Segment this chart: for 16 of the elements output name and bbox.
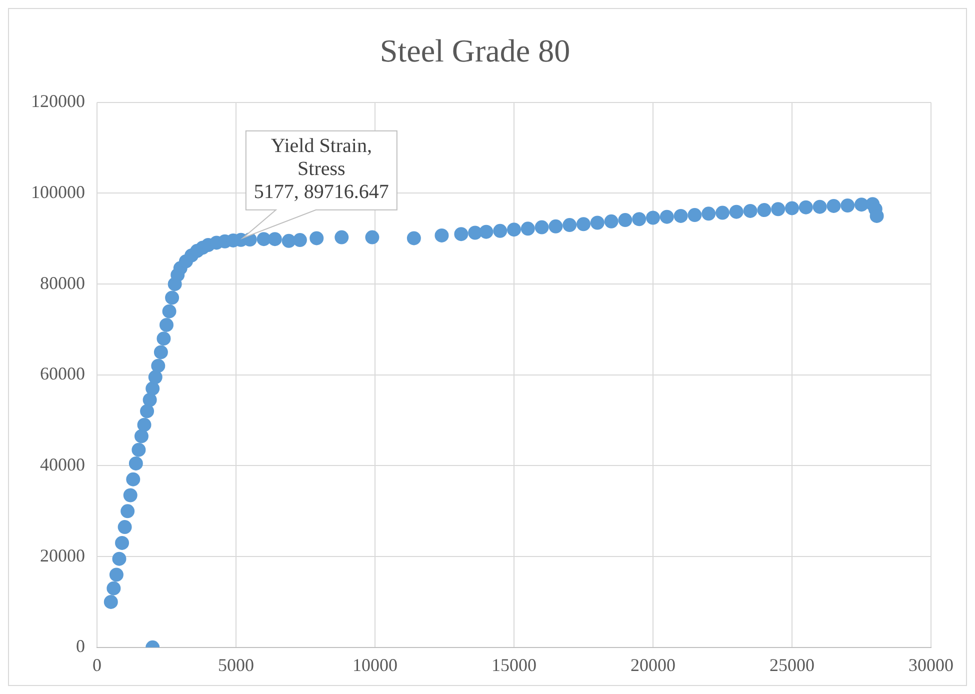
x-tick-label: 5000 (218, 654, 254, 675)
y-tick-label: 20000 (40, 545, 85, 566)
x-tick-label: 0 (92, 654, 102, 675)
x-tick-label: 15000 (492, 654, 536, 675)
y-tick-label: 0 (76, 636, 85, 656)
y-tick-label: 100000 (31, 182, 85, 202)
annotation: Yield Strain, Stress 5177, 89716.647 (254, 135, 389, 204)
x-tick-label: 30000 (908, 654, 954, 675)
y-tick-label: 60000 (40, 364, 85, 384)
x-tick-label: 10000 (352, 654, 398, 675)
x-tick-label: 20000 (630, 654, 676, 675)
y-tick-label: 80000 (40, 272, 85, 293)
chart-title: Steel Grade 80 (380, 32, 570, 69)
y-tick-label: 40000 (40, 454, 85, 474)
y-tick-label: 120000 (31, 91, 85, 112)
x-tick-label: 25000 (770, 654, 814, 675)
